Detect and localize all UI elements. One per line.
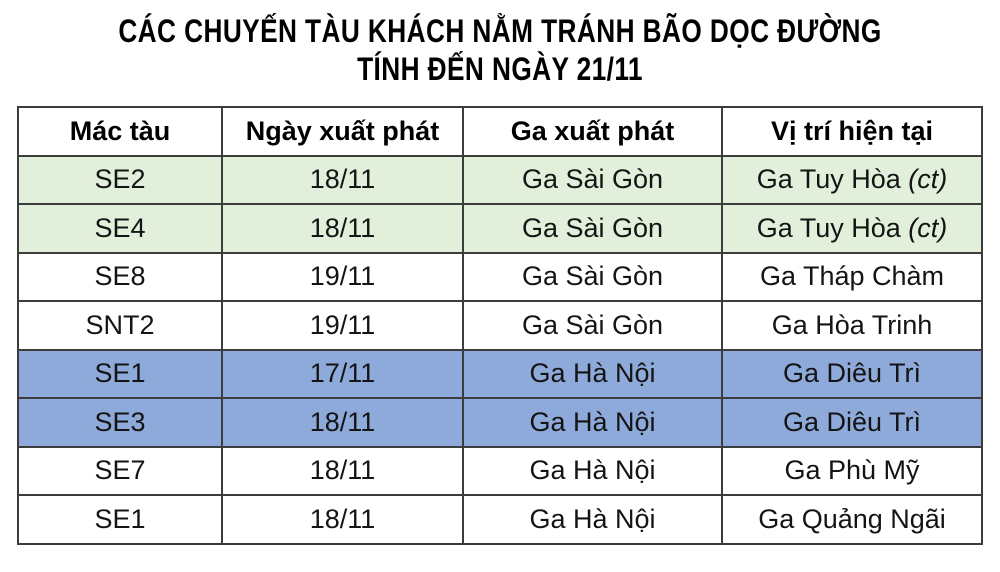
position-note: (ct) <box>908 212 948 243</box>
table-row: SE8 19/11 Ga Sài Gòn Ga Tháp Chàm <box>17 251 983 302</box>
departure-station-cell: Ga Sài Gòn <box>462 300 723 351</box>
departure-date-cell: 18/11 <box>221 397 464 448</box>
table-row: SE3 18/11 Ga Hà Nội Ga Diêu Trì <box>17 397 983 448</box>
page-title-line-1: CÁC CHUYẾN TÀU KHÁCH NẰM TRÁNH BÃO DỌC Đ… <box>118 13 882 49</box>
departure-station-cell: Ga Sài Gòn <box>462 251 723 302</box>
table-header-row: Mác tàu Ngày xuất phát Ga xuất phát Vị t… <box>17 106 983 157</box>
departure-date-cell: 18/11 <box>221 494 464 545</box>
current-position-cell: Ga Tuy Hòa (ct) <box>721 154 983 205</box>
departure-station-cell: Ga Sài Gòn <box>462 203 723 254</box>
storm-train-infographic: CÁC CHUYẾN TÀU KHÁCH NẰM TRÁNH BÃO DỌC Đ… <box>0 12 1000 572</box>
col-header-departure-station: Ga xuất phát <box>462 106 723 157</box>
train-code-cell: SE1 <box>17 348 223 399</box>
train-code-cell: SE8 <box>17 251 223 302</box>
current-position-text: Ga Diêu Trì <box>782 406 922 437</box>
table-row: SE4 18/11 Ga Sài Gòn Ga Tuy Hòa (ct) <box>17 203 983 254</box>
table-row: SE1 17/11 Ga Hà Nội Ga Diêu Trì <box>17 348 983 399</box>
current-position-cell: Ga Hòa Trinh <box>721 300 983 351</box>
train-status-table: Mác tàu Ngày xuất phát Ga xuất phát Vị t… <box>17 106 983 545</box>
current-position-cell: Ga Quảng Ngãi <box>721 494 983 545</box>
col-header-departure-date: Ngày xuất phát <box>221 106 464 157</box>
departure-station-cell: Ga Hà Nội <box>462 494 723 545</box>
table-row: SE2 18/11 Ga Sài Gòn Ga Tuy Hòa (ct) <box>17 154 983 205</box>
col-header-train-code: Mác tàu <box>17 106 223 157</box>
table-row: SE7 18/11 Ga Hà Nội Ga Phù Mỹ <box>17 445 983 496</box>
train-code-cell: SNT2 <box>17 300 223 351</box>
current-position-cell: Ga Tuy Hòa (ct) <box>721 203 983 254</box>
departure-station-cell: Ga Hà Nội <box>462 348 723 399</box>
current-position-text: Ga Tháp Chàm <box>759 261 945 292</box>
current-position-cell: Ga Diêu Trì <box>721 348 983 399</box>
departure-date-cell: 17/11 <box>221 348 464 399</box>
current-position-cell: Ga Phù Mỹ <box>721 445 983 496</box>
current-position-text: Ga Tuy Hòa <box>756 164 901 195</box>
train-code-cell: SE1 <box>17 494 223 545</box>
col-header-current-position: Vị trí hiện tại <box>721 106 983 157</box>
train-code-cell: SE7 <box>17 445 223 496</box>
departure-date-cell: 19/11 <box>221 251 464 302</box>
departure-date-cell: 19/11 <box>221 300 464 351</box>
current-position-cell: Ga Tháp Chàm <box>721 251 983 302</box>
table-body: SE2 18/11 Ga Sài Gòn Ga Tuy Hòa (ct) SE4 18/1… <box>17 154 983 545</box>
departure-date-cell: 18/11 <box>221 203 464 254</box>
page-title-line-2: TÍNH ĐẾN NGÀY 21/11 <box>357 51 643 87</box>
current-position-text: Ga Tuy Hòa <box>756 212 901 243</box>
table-row: SNT2 19/11 Ga Sài Gòn Ga Hòa Trinh <box>17 300 983 351</box>
current-position-text: Ga Hòa Trinh <box>771 309 933 340</box>
current-position-cell: Ga Diêu Trì <box>721 397 983 448</box>
departure-date-cell: 18/11 <box>221 445 464 496</box>
current-position-text: Ga Phù Mỹ <box>784 455 920 486</box>
train-code-cell: SE3 <box>17 397 223 448</box>
current-position-text: Ga Quảng Ngãi <box>758 503 946 534</box>
train-code-cell: SE4 <box>17 203 223 254</box>
departure-station-cell: Ga Hà Nội <box>462 445 723 496</box>
train-code-cell: SE2 <box>17 154 223 205</box>
position-note: (ct) <box>908 164 948 195</box>
departure-date-cell: 18/11 <box>221 154 464 205</box>
current-position-text: Ga Diêu Trì <box>782 358 922 389</box>
departure-station-cell: Ga Sài Gòn <box>462 154 723 205</box>
table-row: SE1 18/11 Ga Hà Nội Ga Quảng Ngãi <box>17 494 983 545</box>
page-title: CÁC CHUYẾN TÀU KHÁCH NẰM TRÁNH BÃO DỌC Đ… <box>0 12 1000 88</box>
departure-station-cell: Ga Hà Nội <box>462 397 723 448</box>
